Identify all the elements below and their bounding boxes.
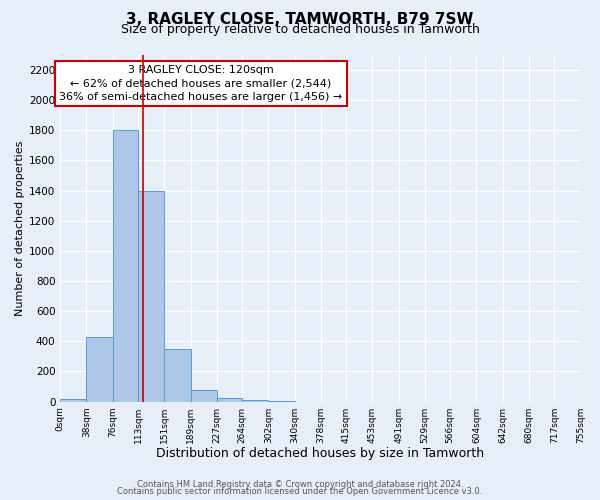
Bar: [242, 400, 268, 402]
Bar: [191, 390, 217, 402]
X-axis label: Distribution of detached houses by size in Tamworth: Distribution of detached houses by size …: [157, 447, 484, 460]
Text: 3 RAGLEY CLOSE: 120sqm
← 62% of detached houses are smaller (2,544)
36% of semi-: 3 RAGLEY CLOSE: 120sqm ← 62% of detached…: [59, 66, 343, 102]
Bar: [60, 398, 86, 402]
Text: Contains public sector information licensed under the Open Government Licence v3: Contains public sector information licen…: [118, 487, 482, 496]
Bar: [164, 349, 191, 402]
Text: Size of property relative to detached houses in Tamworth: Size of property relative to detached ho…: [121, 22, 479, 36]
Bar: [113, 130, 138, 402]
Text: 3, RAGLEY CLOSE, TAMWORTH, B79 7SW: 3, RAGLEY CLOSE, TAMWORTH, B79 7SW: [127, 12, 473, 28]
Bar: [268, 401, 295, 402]
Bar: [217, 398, 242, 402]
Text: Contains HM Land Registry data © Crown copyright and database right 2024.: Contains HM Land Registry data © Crown c…: [137, 480, 463, 489]
Bar: [86, 337, 113, 402]
Y-axis label: Number of detached properties: Number of detached properties: [15, 140, 25, 316]
Bar: [138, 190, 164, 402]
